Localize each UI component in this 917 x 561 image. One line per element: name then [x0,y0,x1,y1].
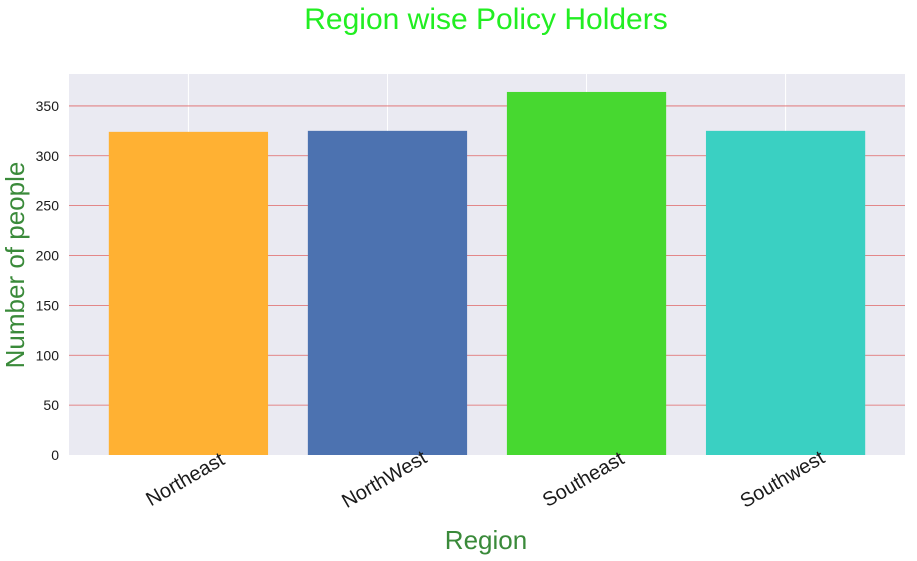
x-axis-ticks: Northeast NorthWest Southeast Southwest [142,447,829,513]
y-axis-label: Number of people [0,162,30,369]
chart-title: Region wise Policy Holders [304,3,668,36]
y-tick-label: 100 [36,347,60,363]
bar-southeast [506,91,667,455]
bar-northwest [307,130,468,456]
bar-northeast [108,131,269,455]
x-tick-label: NorthWest [338,447,431,513]
x-axis-label: Region [445,525,527,555]
y-tick-label: 250 [36,198,60,214]
bars-group [108,91,866,456]
y-tick-label: 200 [36,248,60,264]
x-tick-label: Southwest [737,447,829,513]
x-tick-label: Southeast [539,448,628,512]
y-tick-label: 300 [36,148,60,164]
y-tick-label: 50 [43,397,59,413]
y-axis-ticks: 0 50 100 150 200 250 300 350 [36,98,60,463]
y-tick-label: 0 [51,447,59,463]
y-tick-label: 350 [36,98,60,114]
bar-southwest [705,130,866,456]
x-tick-label: Northeast [142,448,228,511]
y-tick-label: 150 [36,297,60,313]
